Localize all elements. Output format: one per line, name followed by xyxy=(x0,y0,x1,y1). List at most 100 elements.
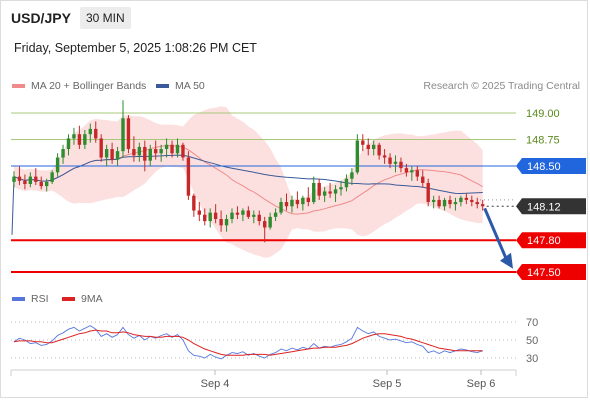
ma20-swatch xyxy=(12,84,25,88)
candle-body xyxy=(110,149,114,160)
candle-body xyxy=(393,161,398,164)
candle-body xyxy=(317,182,321,196)
candle-body xyxy=(88,128,92,135)
candle-body xyxy=(203,214,207,222)
candle xyxy=(219,210,223,232)
candle-body xyxy=(453,202,458,205)
candle xyxy=(415,166,419,181)
candle xyxy=(404,163,409,177)
candle xyxy=(99,134,103,162)
candle-body xyxy=(143,146,147,161)
candle-body xyxy=(426,182,430,203)
instrument-title: USD/JPY xyxy=(11,10,71,26)
candle-body xyxy=(61,149,65,158)
candle xyxy=(366,138,370,156)
candle xyxy=(393,155,398,173)
candle-body xyxy=(421,176,425,183)
level-label-148.12: 148.12 xyxy=(527,201,561,213)
candle-body xyxy=(159,149,163,154)
candle xyxy=(115,146,120,166)
level-tag-148.50 xyxy=(516,158,586,174)
candle-body xyxy=(77,134,82,145)
candle-body xyxy=(28,176,33,185)
candle-body xyxy=(437,199,441,207)
candle xyxy=(470,195,474,207)
candle-body xyxy=(268,216,272,228)
candle xyxy=(50,170,54,185)
candle-body xyxy=(246,210,251,217)
candle-body xyxy=(382,155,387,158)
candle-body xyxy=(290,199,294,207)
candle-body xyxy=(361,140,365,145)
candle-body xyxy=(279,202,283,213)
x-tick-label: Sep 6 xyxy=(467,378,496,390)
candle-body xyxy=(170,144,174,154)
candle-body xyxy=(175,144,180,154)
candle xyxy=(143,140,147,172)
candle xyxy=(279,197,283,215)
candle-body xyxy=(213,212,218,219)
candle xyxy=(399,157,403,173)
level-tag-147.50 xyxy=(516,264,586,280)
candle xyxy=(257,210,261,226)
candle xyxy=(442,197,447,211)
level-tag-148.12 xyxy=(516,198,586,215)
candle xyxy=(181,142,185,161)
candle-body xyxy=(17,176,22,181)
candle-body xyxy=(197,210,201,215)
candle xyxy=(459,195,463,207)
candle xyxy=(361,134,365,152)
credit-text: Research © 2025 Trading Central xyxy=(423,80,580,92)
candle xyxy=(104,144,109,166)
timeframe-badge[interactable]: 30 MIN xyxy=(80,7,131,29)
level-label-147.80: 147.80 xyxy=(527,235,561,247)
candle xyxy=(426,178,430,207)
legend-rsi: RSI xyxy=(12,293,49,305)
rsi-ma-swatch xyxy=(62,297,75,301)
candle xyxy=(350,168,354,186)
candle-body xyxy=(45,181,49,187)
candle xyxy=(431,195,436,209)
candle xyxy=(481,199,485,211)
candle-body xyxy=(104,149,109,158)
candle xyxy=(132,136,136,162)
candle-body xyxy=(219,219,223,226)
legend-rsi-ma-label: 9MA xyxy=(81,293,103,305)
candle-body xyxy=(475,202,479,205)
candle xyxy=(137,142,142,162)
candle-body xyxy=(55,157,60,173)
candle xyxy=(159,144,163,162)
candle xyxy=(213,204,218,224)
x-tick-label: Sep 4 xyxy=(201,378,230,390)
candle-body xyxy=(121,118,125,152)
candle xyxy=(61,144,65,164)
candle-body xyxy=(132,149,136,156)
candle-body xyxy=(372,144,376,150)
candle xyxy=(148,144,152,166)
candle xyxy=(55,153,60,177)
x-tick-label: Sep 5 xyxy=(373,378,402,390)
candle xyxy=(317,178,321,200)
candle xyxy=(121,100,125,158)
candle-body xyxy=(399,161,403,169)
candle-body xyxy=(192,195,196,211)
candle-body xyxy=(148,149,152,161)
candle-body xyxy=(235,212,240,215)
candle-body xyxy=(241,210,245,215)
candle xyxy=(72,127,76,145)
candle-body xyxy=(333,189,338,194)
candle xyxy=(273,208,278,222)
candle-body xyxy=(410,170,414,173)
candle xyxy=(464,193,469,205)
candle-body xyxy=(72,134,76,139)
rsi-tick-70: 70 xyxy=(526,317,538,329)
candle xyxy=(203,208,207,226)
candle-body xyxy=(431,199,436,203)
candle-body xyxy=(350,172,354,179)
rsi-swatch xyxy=(12,297,25,301)
rsi-ma-line xyxy=(13,329,483,356)
candle xyxy=(263,216,267,243)
candle-body xyxy=(442,199,447,207)
